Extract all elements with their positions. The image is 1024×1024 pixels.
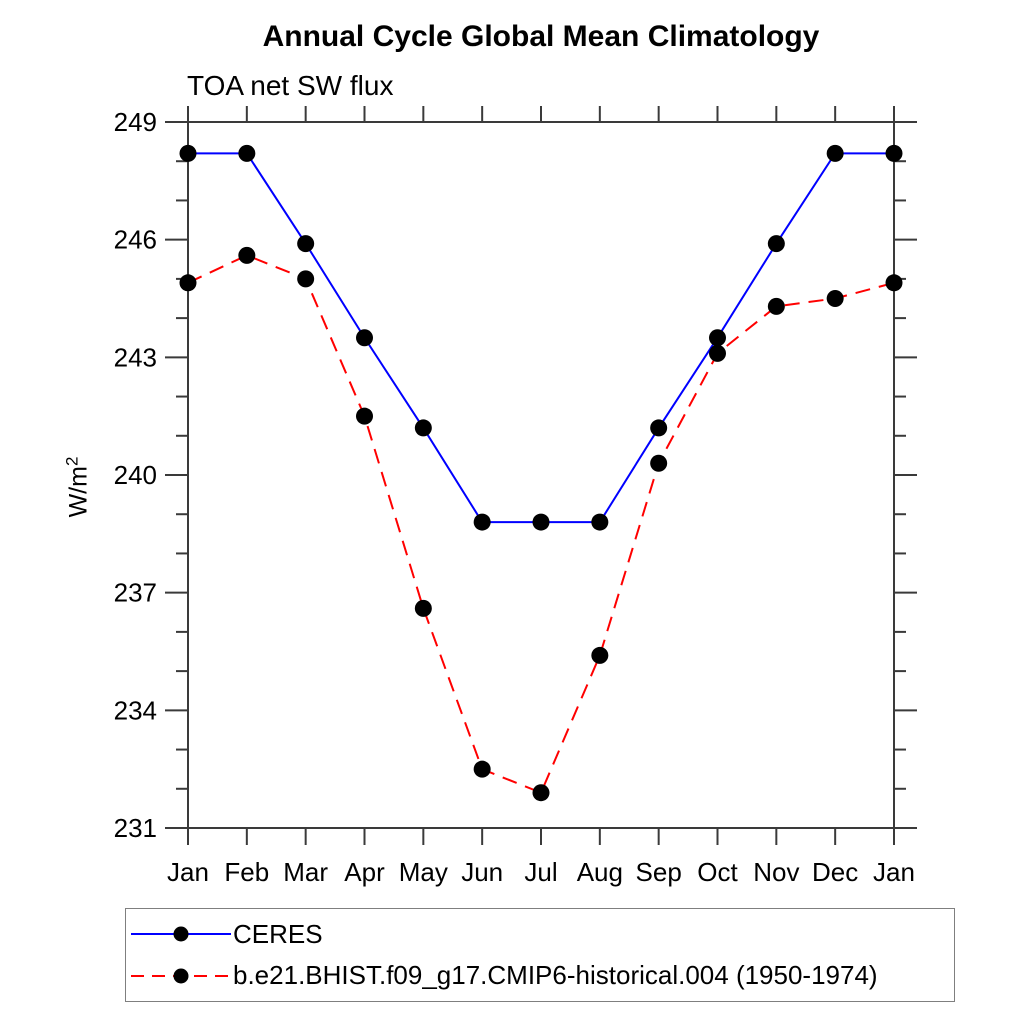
legend: CERES b.e21.BHIST.f09_g17.CMIP6-historic… (125, 908, 955, 1002)
x-tick-label: Jan (873, 857, 915, 887)
series-line-0 (188, 152, 894, 524)
y-tick-label: 231 (114, 813, 157, 843)
data-point-marker (179, 144, 197, 162)
x-tick-label: Dec (812, 857, 858, 887)
x-tick-label: Nov (753, 857, 799, 887)
legend-sample-marker (173, 926, 189, 942)
y-tick-label: 243 (114, 342, 157, 372)
legend-label-ceres: CERES (233, 918, 323, 949)
y-tick-label: 246 (114, 225, 157, 255)
data-point-marker (532, 784, 550, 802)
data-point-marker (297, 270, 315, 288)
y-tick-label: 234 (114, 695, 157, 725)
x-tick-label: May (399, 857, 448, 887)
legend-label-model: b.e21.BHIST.f09_g17.CMIP6-historical.004… (233, 960, 878, 991)
plot-border (187, 121, 895, 829)
y-tick-label: 240 (114, 460, 157, 490)
data-point-marker (650, 454, 668, 472)
legend-entry-model: b.e21.BHIST.f09_g17.CMIP6-historical.004… (129, 960, 954, 992)
y-tick-label: 249 (114, 107, 157, 137)
chart-subtitle: TOA net SW flux (187, 70, 394, 101)
data-point-marker (473, 513, 491, 531)
data-point-marker (238, 144, 256, 162)
data-point-marker (650, 419, 668, 437)
data-point-marker (709, 344, 726, 362)
chart-title: Annual Cycle Global Mean Climatology (262, 20, 820, 53)
data-point-marker (709, 329, 726, 347)
x-tick-label: Sep (636, 857, 682, 887)
data-point-marker (885, 144, 903, 162)
data-point-marker (532, 513, 550, 531)
data-point-marker (414, 599, 432, 617)
data-point-marker (885, 274, 903, 292)
x-tick-label: Apr (344, 857, 385, 887)
legend-line-sample-ceres (131, 926, 231, 942)
x-tick-label: Oct (697, 857, 738, 887)
data-point-marker (826, 144, 844, 162)
data-point-marker (767, 235, 785, 253)
x-tick-label: Aug (577, 857, 623, 887)
data-point-marker (591, 513, 609, 531)
y-tick-label: 237 (114, 578, 157, 608)
data-point-marker (356, 407, 373, 425)
legend-entry-ceres: CERES (129, 918, 954, 950)
data-point-marker (414, 419, 432, 437)
legend-line-sample-model (131, 968, 231, 984)
data-point-marker (297, 235, 315, 253)
x-tick-label: Jul (524, 857, 557, 887)
data-point-marker (179, 274, 197, 292)
data-point-marker (767, 297, 785, 315)
x-tick-label: Mar (283, 857, 328, 887)
data-point-marker (826, 290, 844, 307)
data-point-marker (473, 760, 491, 778)
legend-sample-marker (173, 968, 189, 984)
x-tick-label: Jan (167, 857, 209, 887)
x-tick-label: Feb (224, 857, 269, 887)
x-tick-label: Jun (461, 857, 503, 887)
data-point-marker (356, 329, 373, 347)
data-point-marker (591, 646, 609, 664)
data-point-marker (238, 246, 256, 264)
